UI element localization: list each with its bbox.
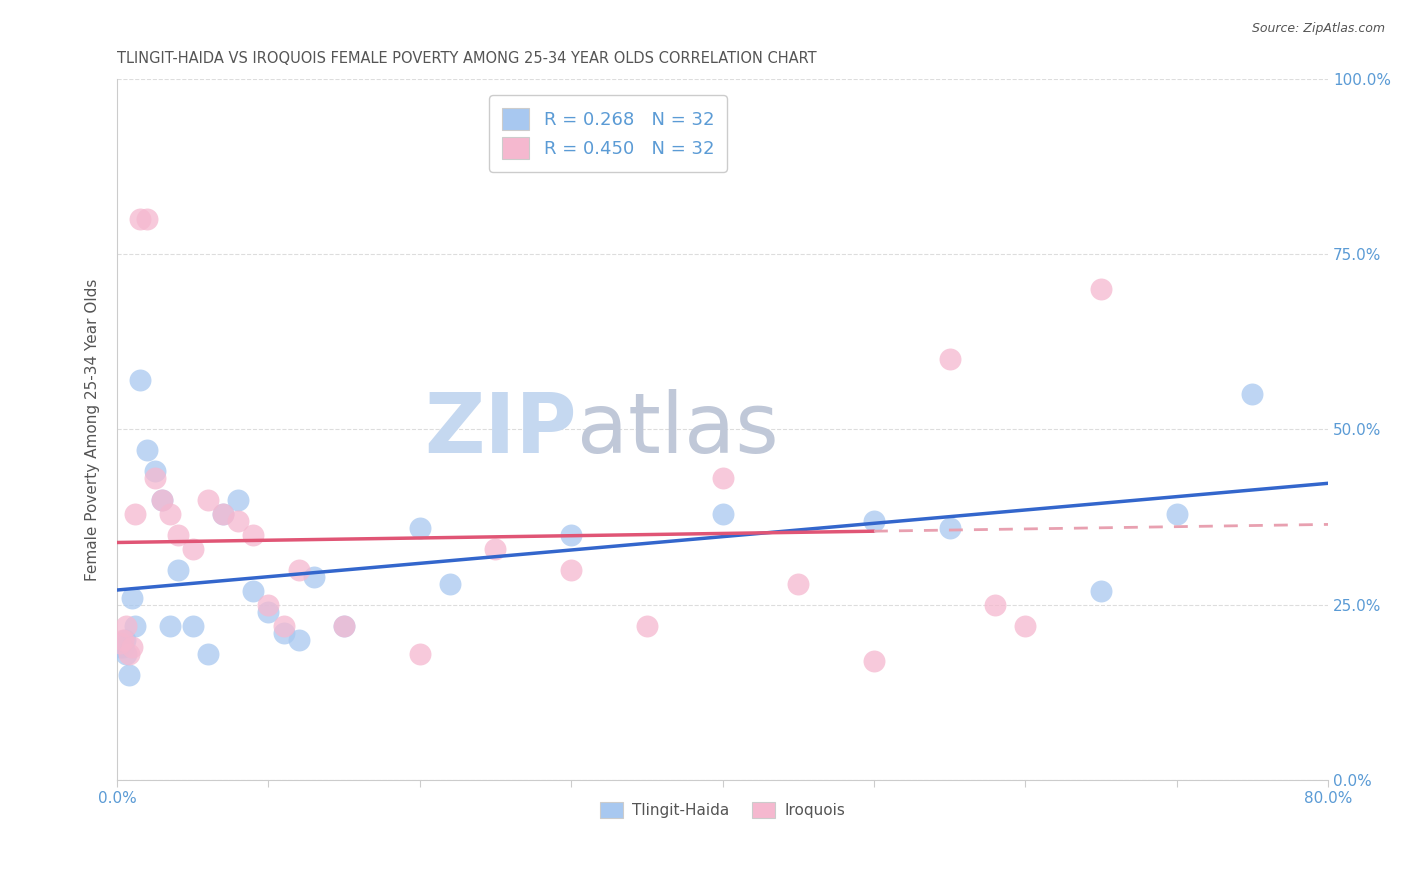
Point	[197, 492, 219, 507]
Point	[115, 647, 138, 661]
Point	[143, 465, 166, 479]
Point	[121, 640, 143, 654]
Point	[159, 618, 181, 632]
Point	[212, 507, 235, 521]
Point	[439, 576, 461, 591]
Point	[484, 541, 506, 556]
Point	[560, 527, 582, 541]
Text: atlas: atlas	[578, 389, 779, 470]
Legend: Tlingit-Haida, Iroquois: Tlingit-Haida, Iroquois	[593, 797, 851, 824]
Text: TLINGIT-HAIDA VS IROQUOIS FEMALE POVERTY AMONG 25-34 YEAR OLDS CORRELATION CHART: TLINGIT-HAIDA VS IROQUOIS FEMALE POVERTY…	[117, 51, 817, 66]
Point	[938, 520, 960, 534]
Point	[212, 507, 235, 521]
Point	[333, 618, 356, 632]
Point	[111, 640, 134, 654]
Point	[124, 618, 146, 632]
Point	[1166, 507, 1188, 521]
Point	[136, 443, 159, 458]
Point	[1014, 618, 1036, 632]
Point	[166, 562, 188, 576]
Point	[333, 618, 356, 632]
Point	[226, 492, 249, 507]
Point	[114, 632, 136, 647]
Point	[108, 640, 131, 654]
Point	[242, 583, 264, 598]
Point	[226, 514, 249, 528]
Point	[118, 647, 141, 661]
Point	[302, 569, 325, 583]
Point	[128, 374, 150, 388]
Point	[984, 598, 1007, 612]
Point	[287, 632, 309, 647]
Point	[108, 636, 131, 650]
Text: ZIP: ZIP	[425, 389, 578, 470]
Point	[111, 632, 134, 647]
Point	[166, 527, 188, 541]
Point	[257, 598, 280, 612]
Point	[128, 212, 150, 227]
Point	[409, 647, 432, 661]
Point	[287, 562, 309, 576]
Point	[938, 352, 960, 367]
Point	[1241, 387, 1264, 401]
Point	[560, 562, 582, 576]
Point	[143, 471, 166, 485]
Point	[1090, 282, 1112, 296]
Point	[121, 591, 143, 605]
Point	[242, 527, 264, 541]
Point	[150, 492, 173, 507]
Point	[150, 492, 173, 507]
Point	[711, 507, 734, 521]
Point	[115, 618, 138, 632]
Point	[636, 618, 658, 632]
Point	[863, 514, 886, 528]
Point	[181, 541, 204, 556]
Point	[136, 212, 159, 227]
Point	[181, 618, 204, 632]
Point	[1090, 583, 1112, 598]
Point	[273, 618, 295, 632]
Point	[197, 647, 219, 661]
Point	[159, 507, 181, 521]
Point	[118, 667, 141, 681]
Point	[124, 507, 146, 521]
Point	[409, 520, 432, 534]
Point	[863, 654, 886, 668]
Point	[787, 576, 810, 591]
Point	[273, 625, 295, 640]
Text: Source: ZipAtlas.com: Source: ZipAtlas.com	[1251, 22, 1385, 36]
Point	[711, 471, 734, 485]
Point	[257, 605, 280, 619]
Y-axis label: Female Poverty Among 25-34 Year Olds: Female Poverty Among 25-34 Year Olds	[86, 278, 100, 581]
